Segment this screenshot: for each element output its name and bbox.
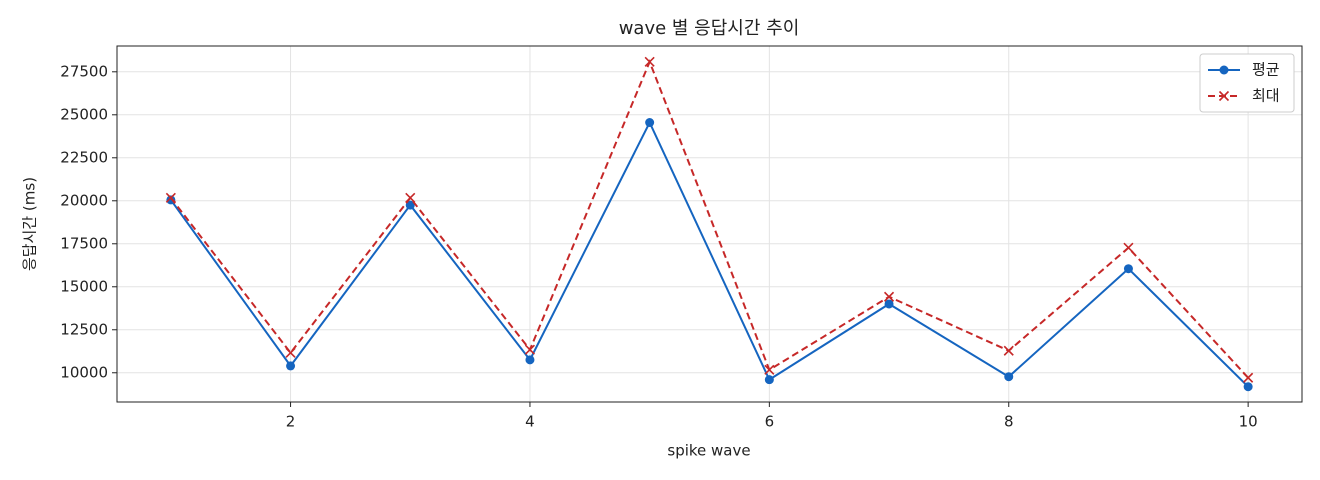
legend-label: 최대 [1252,87,1280,105]
marker [764,364,775,375]
series-line [170,59,1249,379]
legend-label: 평균 [1252,61,1280,79]
marker [644,56,655,67]
marker [1243,382,1253,392]
series-line [170,120,1249,388]
x-tick-label: 2 [286,413,296,431]
marker [286,361,296,371]
y-tick-label: 15000 [60,277,108,295]
marker [1243,372,1254,383]
marker [764,375,774,385]
marker [883,291,895,302]
plot-frame [116,45,1303,403]
marker [1123,264,1133,274]
marker [1004,372,1014,382]
marker [405,200,415,210]
marker [525,355,535,365]
x-tick-label: 6 [765,413,775,431]
x-tick-label: 10 [1239,413,1258,431]
x-axis-label: spike wave [667,442,750,460]
y-tick-label: 25000 [60,105,108,123]
marker [405,192,416,203]
y-tick-label: 10000 [60,363,108,381]
marker [1123,242,1134,253]
y-tick-label: 27500 [60,62,108,80]
marker [1003,345,1014,356]
chart-title: wave 별 응답시간 추이 [619,18,800,39]
marker [285,347,296,358]
marker [165,192,176,203]
y-tick-label: 17500 [60,234,108,252]
marker [884,299,894,309]
y-axis-label: 응답시간 (ms) [21,177,39,271]
legend-marker [1218,90,1230,102]
legend-marker [1219,65,1229,75]
y-tick-label: 22500 [60,148,108,166]
legend-box [1199,53,1295,113]
marker [524,344,536,355]
y-tick-label: 12500 [60,320,108,338]
marker [645,118,655,128]
y-tick-label: 20000 [60,191,108,209]
x-tick-label: 8 [1004,413,1014,431]
x-tick-label: 4 [525,413,535,431]
